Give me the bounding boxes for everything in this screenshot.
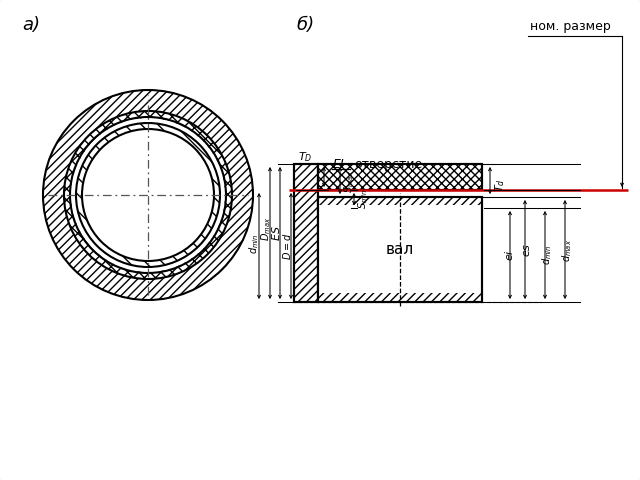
Text: $S_{max}$: $S_{max}$ bbox=[342, 169, 356, 192]
Bar bbox=[318, 197, 482, 205]
Ellipse shape bbox=[43, 90, 253, 300]
Ellipse shape bbox=[82, 129, 214, 261]
Text: $ei$: $ei$ bbox=[503, 249, 515, 261]
Text: $d_{max}$: $d_{max}$ bbox=[560, 239, 574, 262]
Text: $T_d$: $T_d$ bbox=[493, 178, 507, 192]
Text: вал: вал bbox=[386, 242, 414, 257]
Bar bbox=[318, 293, 482, 302]
Bar bbox=[318, 197, 482, 302]
Text: $D{=}d$: $D{=}d$ bbox=[281, 232, 293, 260]
Ellipse shape bbox=[71, 118, 225, 272]
Bar bbox=[318, 164, 482, 190]
Bar bbox=[294, 164, 318, 302]
Text: $T_D$: $T_D$ bbox=[298, 150, 312, 164]
Text: $es$: $es$ bbox=[522, 243, 532, 257]
Text: отверстие: отверстие bbox=[354, 158, 422, 171]
Ellipse shape bbox=[84, 131, 212, 259]
Text: б): б) bbox=[296, 16, 314, 34]
Text: $d_{min}$: $d_{min}$ bbox=[540, 245, 554, 265]
Text: $S_{min}$: $S_{min}$ bbox=[356, 189, 370, 209]
Bar bbox=[318, 164, 482, 190]
Ellipse shape bbox=[64, 111, 232, 279]
Text: $d_{min}$: $d_{min}$ bbox=[247, 234, 261, 254]
Bar bbox=[318, 197, 482, 302]
Text: $D_{max}$: $D_{max}$ bbox=[259, 217, 273, 241]
Text: а): а) bbox=[22, 16, 40, 34]
Text: $EI$: $EI$ bbox=[332, 158, 345, 171]
Bar bbox=[294, 164, 318, 302]
Text: $ES$: $ES$ bbox=[270, 225, 282, 241]
Ellipse shape bbox=[83, 130, 213, 260]
Bar bbox=[318, 164, 482, 190]
Bar bbox=[294, 164, 318, 302]
Ellipse shape bbox=[76, 123, 220, 267]
Text: ном. размер: ном. размер bbox=[530, 20, 611, 33]
